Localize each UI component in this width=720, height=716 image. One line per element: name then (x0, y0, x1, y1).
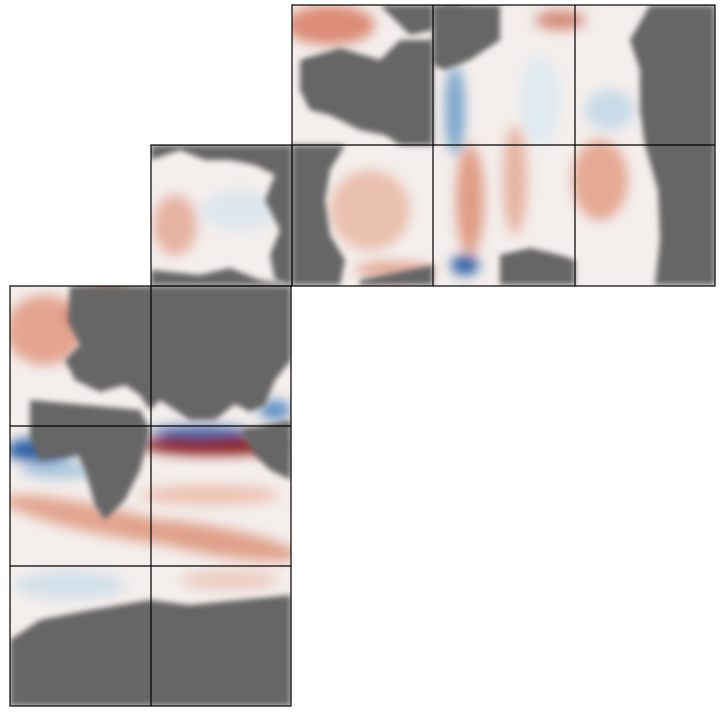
tile-borders (9, 4, 716, 707)
